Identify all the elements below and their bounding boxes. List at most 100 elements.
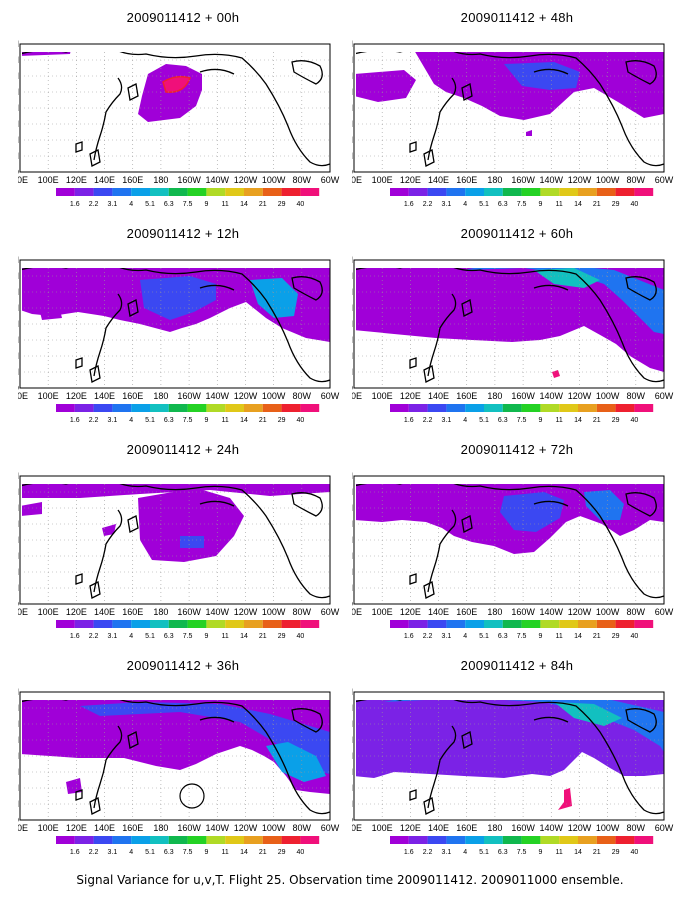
colorbar-label: 4 — [463, 633, 467, 640]
lat-label: 60N — [352, 287, 353, 297]
lat-label: 50N — [18, 519, 19, 529]
lon-label: 120W — [234, 607, 258, 617]
map-content — [22, 52, 331, 173]
lat-label: 40N — [18, 535, 19, 545]
colorbar-label: 7.5 — [183, 849, 193, 856]
colorbar-label: 29 — [612, 849, 620, 856]
colorbar-label: 2.2 — [89, 633, 99, 640]
coastline — [409, 789, 417, 801]
colorbar-label: 5.1 — [145, 849, 155, 856]
lat-label: 70N — [352, 271, 353, 281]
lat-label: 40N — [352, 535, 353, 545]
colorbar-label: 1.6 — [404, 633, 414, 640]
colorbar-label: 2.2 — [423, 201, 433, 208]
colorbar-swatch — [559, 620, 578, 628]
lon-label: 100E — [372, 823, 393, 833]
coastline — [625, 492, 657, 517]
colorbar-label: 6.3 — [498, 417, 508, 424]
colorbar-label: 9 — [204, 849, 208, 856]
colorbar-swatch — [281, 836, 301, 844]
colorbar-swatch — [465, 404, 484, 412]
colorbar-swatch — [559, 188, 578, 196]
colorbar-swatch — [634, 188, 654, 196]
colorbar-swatch — [244, 188, 263, 196]
colorbar-swatch — [168, 404, 188, 412]
colorbar-label: 40 — [631, 849, 639, 856]
lon-label: 160W — [511, 391, 535, 401]
colorbar-swatch — [634, 836, 654, 844]
panel-title: 2009011412 + 72h — [460, 442, 574, 457]
colorbar-label: 7.5 — [183, 417, 193, 424]
lon-label: 160E — [122, 823, 143, 833]
colorbar-swatch — [502, 404, 522, 412]
colorbar-swatch — [244, 836, 263, 844]
colorbar-swatch — [521, 188, 541, 196]
lat-label: 10N — [352, 367, 353, 377]
colorbar-label: 40 — [297, 201, 305, 208]
lat-label: 10N — [352, 583, 353, 593]
colorbar-swatch — [206, 620, 226, 628]
map: 80N 70N 60N 50N 40N 30N 20N 10N EQ80E 100E 120E 140… — [18, 39, 340, 185]
colorbar-swatch — [502, 188, 522, 196]
colorbar-swatch — [225, 404, 244, 412]
colorbar-swatch — [408, 404, 428, 412]
lon-label: 180 — [487, 391, 502, 401]
panel-60h: 2009011412 + 60h 80N 70N 60N 50N 40N 30N 20N 10… — [352, 226, 682, 438]
colorbar-swatch — [56, 188, 75, 196]
colorbar-swatch — [390, 620, 409, 628]
colorbar-label: 40 — [297, 417, 305, 424]
lon-label: 60W — [655, 175, 674, 185]
coastline — [22, 700, 331, 815]
lat-label: 70N — [18, 271, 19, 281]
lon-label: 160W — [177, 175, 201, 185]
lat-label: 40N — [352, 103, 353, 113]
colorbar-swatch — [446, 404, 466, 412]
lat-label: 30N — [352, 335, 353, 345]
coastline — [423, 149, 435, 167]
lat-label: 50N — [352, 87, 353, 97]
lat-label: 20N — [18, 135, 19, 145]
colorbar-label: 9 — [204, 201, 208, 208]
lat-label: 50N — [18, 735, 19, 745]
lon-label: 120W — [234, 175, 258, 185]
coastline — [356, 268, 665, 383]
colorbar-swatch — [150, 620, 169, 628]
panel-84h: 2009011412 + 84h 80N 70N 60N 50N 40N 30N 20N 10… — [352, 658, 682, 870]
colorbar-label: 11 — [556, 633, 563, 640]
lon-label: 60W — [321, 175, 340, 185]
variance-region — [356, 70, 416, 102]
lon-label: 120E — [66, 823, 87, 833]
lat-label: EQ — [18, 383, 19, 393]
colorbar-swatch — [390, 404, 409, 412]
coastline — [356, 484, 665, 599]
colorbar-swatch — [465, 620, 484, 628]
lat-label: 50N — [18, 87, 19, 97]
coastline — [423, 581, 435, 599]
lat-label: 70N — [352, 487, 353, 497]
variance-region — [558, 788, 572, 810]
lon-label: 80W — [293, 391, 312, 401]
colorbar-label: 29 — [278, 201, 286, 208]
lon-label: 160E — [456, 823, 477, 833]
panel-title: 2009011412 + 84h — [460, 658, 574, 673]
lon-label: 140W — [206, 175, 230, 185]
colorbar-swatch — [56, 404, 75, 412]
lat-label: 20N — [352, 351, 353, 361]
coastline — [291, 276, 323, 301]
coastline — [199, 68, 235, 75]
map-content — [22, 268, 331, 389]
lat-label: 70N — [18, 703, 19, 713]
colorbar: 1.6 2.2 3.1 4 5.1 6.3 7.5 9 11 14 21 29 40 — [390, 836, 654, 856]
coastline — [75, 141, 83, 153]
map-content — [22, 700, 331, 821]
coastline — [427, 509, 457, 593]
lat-label: EQ — [352, 815, 353, 825]
lon-label: 60W — [321, 607, 340, 617]
colorbar-label: 4 — [463, 417, 467, 424]
colorbar-label: 4 — [129, 633, 133, 640]
lon-label: 160E — [456, 607, 477, 617]
lon-label: 80W — [627, 391, 646, 401]
lon-label: 100E — [372, 391, 393, 401]
lat-label: 30N — [18, 335, 19, 345]
lon-label: 160W — [177, 391, 201, 401]
